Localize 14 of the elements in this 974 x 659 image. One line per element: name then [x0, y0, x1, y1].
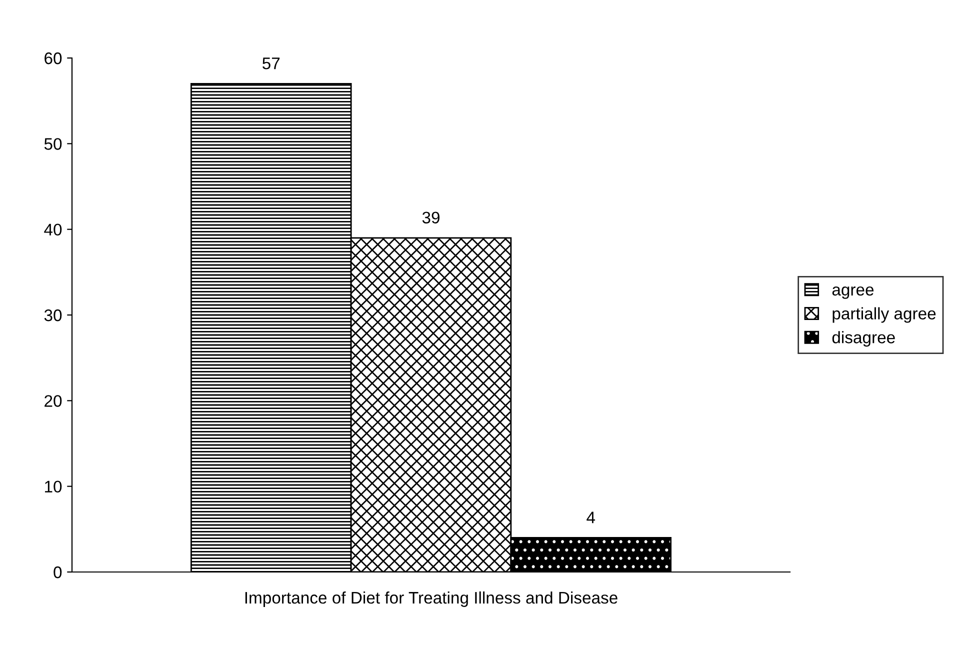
x-tick-label: Importance of Diet for Treating Illness and Disease	[245, 591, 618, 607]
legend-label: partially agree	[832, 307, 936, 323]
y-tick-label: 30	[44, 309, 62, 322]
legend-label: agree	[832, 286, 874, 299]
data-label: 39	[422, 212, 440, 224]
y-tick-label: 50	[44, 138, 62, 150]
data-label: 4	[586, 512, 596, 524]
data-label: 57	[262, 58, 280, 70]
y-tick-label: 10	[45, 480, 62, 493]
legend-label: disagree	[832, 331, 895, 347]
y-tick-label: 20	[44, 395, 62, 407]
y-tick-label: 0	[54, 566, 62, 578]
y-tick-label: 60	[44, 52, 62, 64]
y-tick-label: 40	[44, 224, 62, 236]
